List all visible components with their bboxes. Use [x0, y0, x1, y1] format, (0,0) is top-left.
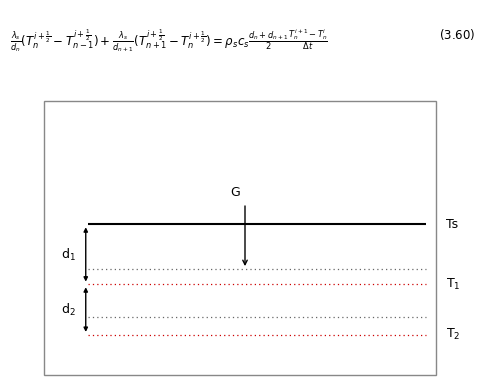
Text: T$_1$: T$_1$ — [446, 277, 461, 292]
Text: $\frac{\lambda_s}{d_n}(T_n^{i+\frac{1}{2}} - T_{n-1}^{i+\frac{1}{2}}) + \frac{\l: $\frac{\lambda_s}{d_n}(T_n^{i+\frac{1}{2… — [10, 27, 328, 54]
Bar — [44, 101, 436, 375]
Text: d$_1$: d$_1$ — [61, 247, 76, 262]
Text: $(3.60)$: $(3.60)$ — [439, 27, 475, 42]
Text: T$_2$: T$_2$ — [446, 327, 460, 342]
Text: G: G — [230, 186, 240, 199]
Text: d$_2$: d$_2$ — [61, 301, 76, 318]
Text: Ts: Ts — [446, 218, 458, 231]
